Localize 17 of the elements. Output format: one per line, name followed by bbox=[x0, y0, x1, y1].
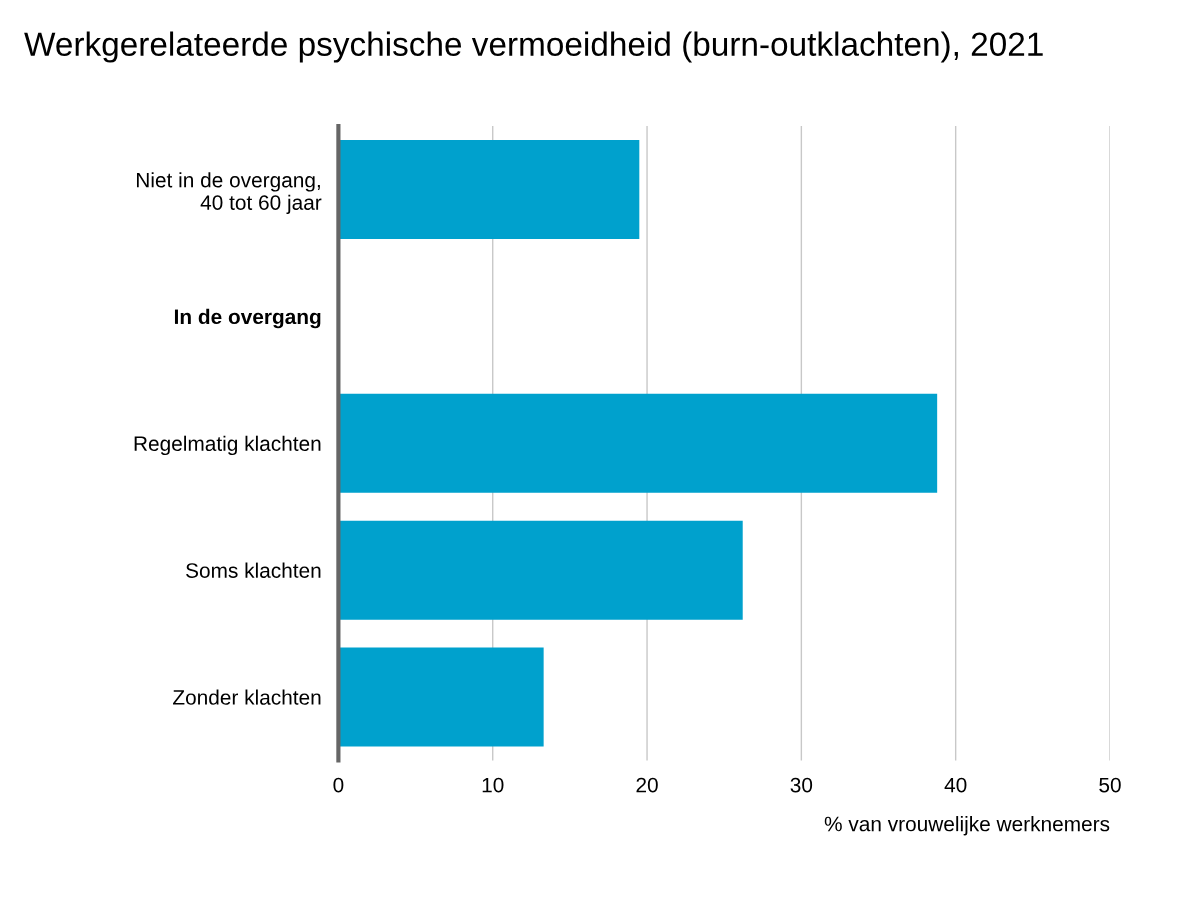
y-tick-label: Soms klachten bbox=[186, 562, 321, 578]
y-tick-label: Niet in de overgang, 40 tot 60 jaar bbox=[136, 172, 322, 215]
x-tick-label: 0 bbox=[333, 777, 344, 793]
bar bbox=[338, 139, 640, 239]
x-tick-label: 40 bbox=[944, 777, 967, 793]
x-tick-label: 10 bbox=[482, 777, 504, 793]
bar bbox=[338, 520, 743, 620]
x-tick-label: 20 bbox=[636, 777, 658, 793]
bar bbox=[338, 647, 544, 747]
bar bbox=[338, 393, 938, 493]
chart-title: Werkgerelateerde psychische vermoeidheid (burn-outklachten), 2021 bbox=[24, 31, 1043, 63]
y-tick-label: Zonder klachten bbox=[173, 689, 321, 705]
y-tick-label: In de overgang bbox=[174, 308, 321, 329]
y-tick-label: Regelmatig klachten bbox=[134, 435, 321, 456]
x-axis-title: % van vrouwelijke werknemers bbox=[824, 816, 1110, 836]
x-tick-label: 50 bbox=[1099, 777, 1121, 793]
x-tick-label: 30 bbox=[790, 777, 813, 793]
